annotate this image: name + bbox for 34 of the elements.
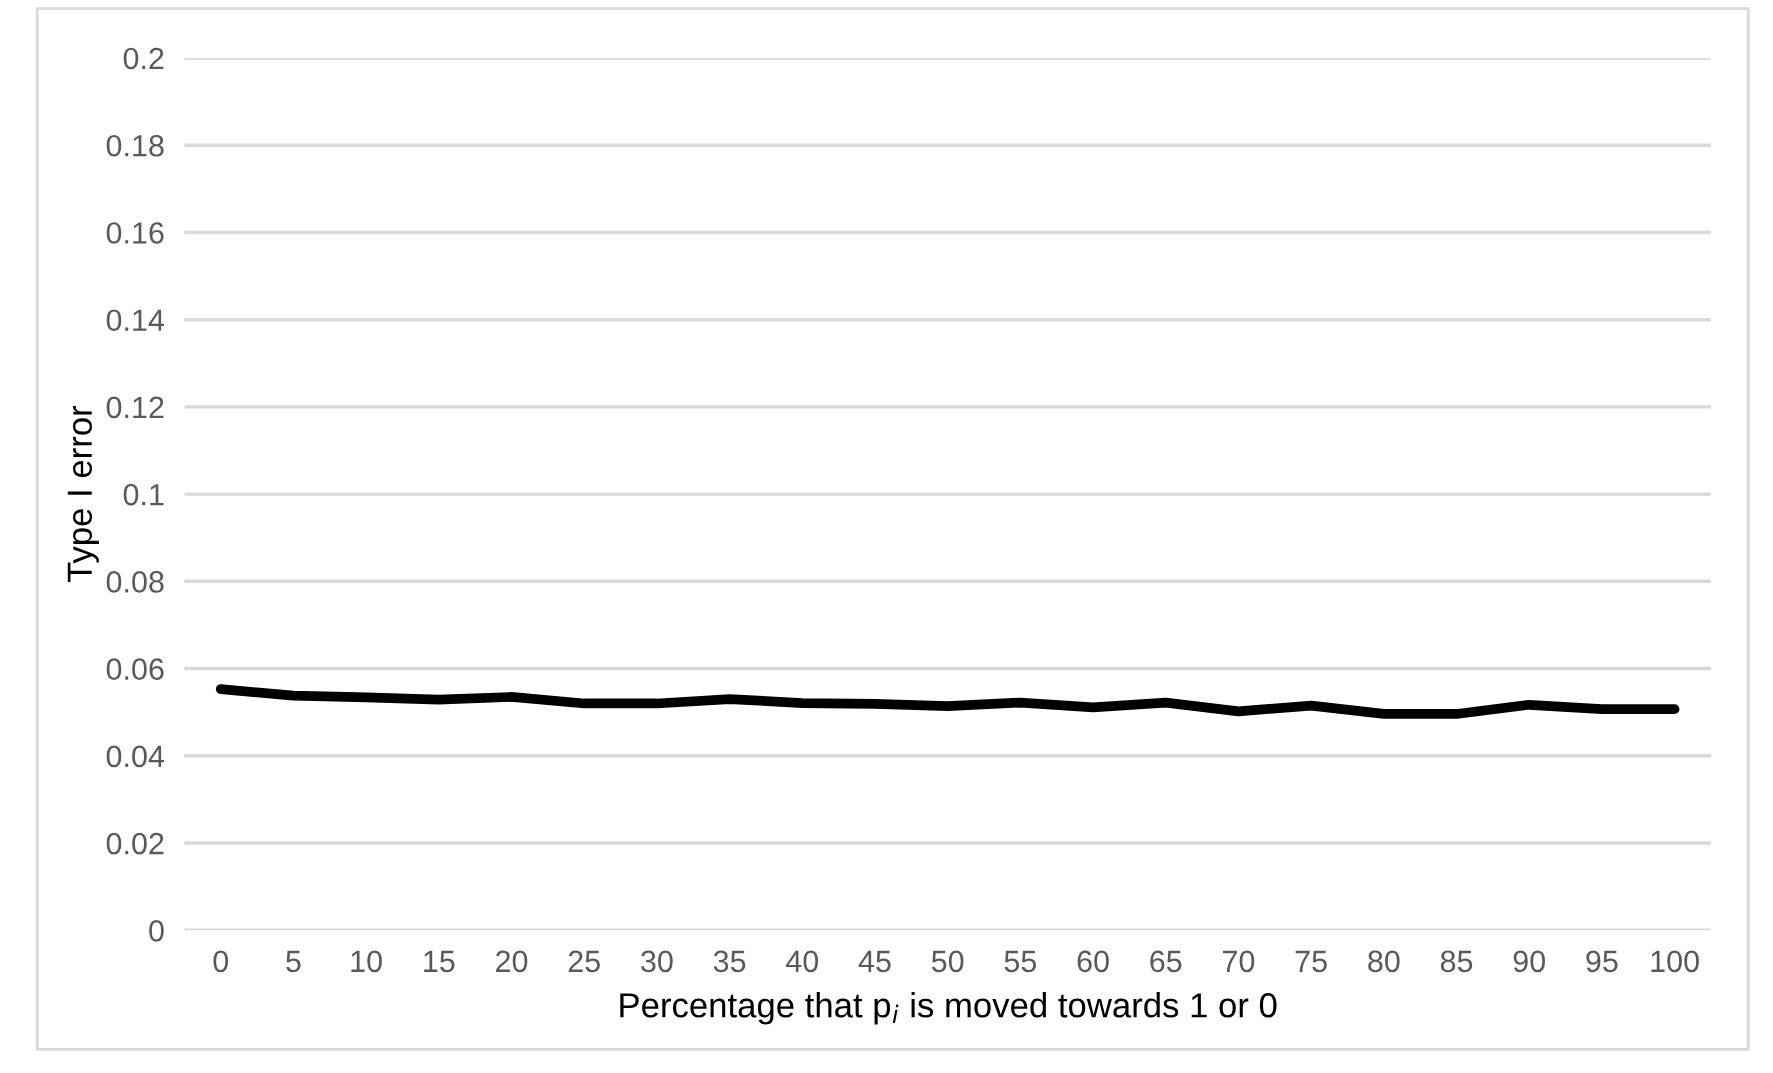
x-tick-label: 85: [1440, 950, 1473, 973]
y-tick-label: 0.18: [106, 134, 164, 157]
y-tick-label: 0.06: [106, 658, 164, 680]
x-tick-label: 60: [1077, 950, 1109, 973]
y-tick-label: 0: [149, 920, 164, 942]
y-tick-label: 0.08: [106, 571, 164, 593]
x-tick-label: 35: [713, 950, 746, 973]
x-axis-title: Percentage that p$_{i}$ is moved towards 1 or 0: [620, 992, 1277, 1025]
x-tick-label: 75: [1295, 950, 1327, 973]
x-tick-label: 100: [1651, 950, 1699, 973]
y-tick-label: 0.12: [106, 396, 164, 419]
x-tick-label: 40: [785, 950, 819, 973]
x-tick-label: 50: [931, 950, 964, 973]
y-tick-label: 0.1: [123, 483, 164, 506]
y-tick-label: 0.02: [106, 832, 164, 855]
x-tick-label: 15: [424, 950, 455, 973]
x-tick-label: 10: [351, 950, 382, 973]
x-tick-label: 45: [858, 950, 891, 973]
x-tick-label: 5: [286, 950, 301, 973]
x-tick-label: 70: [1223, 950, 1255, 973]
y-axis-title: Type I error: [67, 405, 99, 583]
x-tick-label: 25: [568, 950, 600, 973]
x-tick-label: 80: [1368, 950, 1400, 973]
y-tick-label: 0.14: [106, 309, 165, 332]
x-tick-label: 0: [213, 950, 229, 973]
x-tick-label: 30: [641, 950, 673, 973]
x-tick-label: 90: [1513, 950, 1546, 973]
y-tick-label: 0.2: [123, 47, 164, 70]
y-tick-label: 0.04: [106, 745, 165, 768]
x-tick-label: 95: [1586, 950, 1618, 973]
x-tick-label: 55: [1004, 950, 1037, 973]
y-tick-label: 0.16: [106, 222, 164, 244]
x-tick-label: 65: [1150, 950, 1182, 973]
x-tick-label: 20: [496, 950, 528, 973]
